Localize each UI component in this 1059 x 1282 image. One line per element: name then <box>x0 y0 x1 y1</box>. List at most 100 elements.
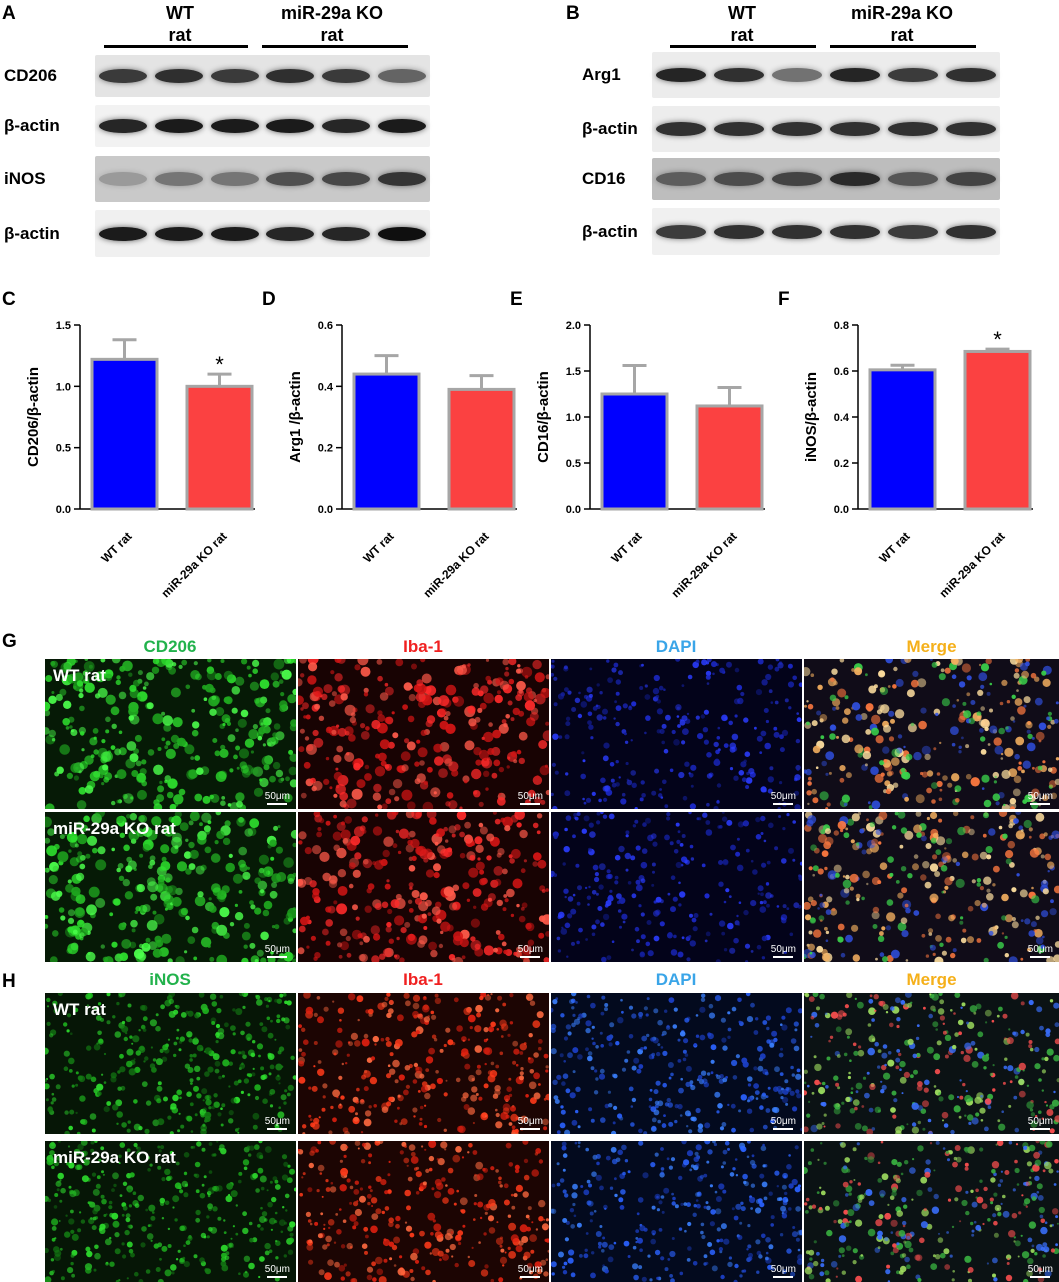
scale-bar-label: 50μm <box>1028 944 1053 955</box>
scale-bar-label: 50μm <box>518 791 543 802</box>
scale-bar-label: 50μm <box>771 1116 796 1127</box>
scale-bar-label: 50μm <box>1028 791 1053 802</box>
blot-label: β-actin <box>4 225 60 242</box>
blot-label: β-actin <box>582 223 638 240</box>
y-tick-label: 0.6 <box>318 320 333 332</box>
blot-band <box>322 227 370 241</box>
scale-bar: 50μm <box>265 792 290 805</box>
blot-band <box>714 225 764 239</box>
channel-label-iba1: Iba-1 <box>298 971 548 988</box>
scale-bar: 50μm <box>1028 1117 1053 1130</box>
scale-bar-line <box>520 956 540 958</box>
panel-label-b: B <box>566 4 580 23</box>
scale-bar: 50μm <box>1028 945 1053 958</box>
y-tick-label: 1.0 <box>56 381 71 393</box>
y-tick-label: 0.2 <box>834 458 849 470</box>
scale-bar: 50μm <box>1028 1265 1053 1278</box>
blot-band <box>378 69 426 83</box>
row-label-wt: WT rat <box>53 1001 106 1018</box>
micrograph-channel1-wt: WT rat 50μm <box>45 993 296 1134</box>
blot-band <box>155 172 203 186</box>
scale-bar-line <box>267 1276 287 1278</box>
blot-band <box>656 225 706 239</box>
scale-bar: 50μm <box>265 945 290 958</box>
group-label-ko-b: miR-29a KO rat <box>822 2 982 46</box>
blot-band <box>99 69 147 83</box>
blot-band <box>378 119 426 133</box>
blot-band <box>888 122 938 136</box>
blot-band <box>714 122 764 136</box>
group-label-line: WT <box>672 2 812 24</box>
micrograph-iba1-wt: 50μm <box>298 659 549 809</box>
scale-bar-label: 50μm <box>518 944 543 955</box>
y-axis-label: CD16/β-actin <box>535 371 552 463</box>
micrograph-iba1-wt: 50μm <box>298 993 549 1134</box>
scale-bar-label: 50μm <box>518 1264 543 1275</box>
blot-band <box>830 122 880 136</box>
scale-bar-line <box>267 803 287 805</box>
y-axis-label: iNOS/β-actin <box>803 372 820 462</box>
scale-bar-line <box>1030 956 1050 958</box>
scale-bar-line <box>267 1128 287 1130</box>
scale-bar-label: 50μm <box>771 1264 796 1275</box>
x-tick-label: WT rat <box>98 529 134 565</box>
scale-bar-label: 50μm <box>518 1116 543 1127</box>
blot-label: Arg1 <box>582 66 621 83</box>
scale-bar-line <box>520 803 540 805</box>
blot-band <box>888 225 938 239</box>
y-tick-label: 0.4 <box>318 381 334 393</box>
blot-band <box>266 227 314 241</box>
channel-label-cd206: CD206 <box>45 638 295 655</box>
blot-band <box>830 68 880 82</box>
blot-band <box>99 119 147 133</box>
scale-bar-label: 50μm <box>265 944 290 955</box>
scale-bar-label: 50μm <box>771 791 796 802</box>
blot-band <box>946 225 996 239</box>
scale-bar-line <box>773 1128 793 1130</box>
blot-band <box>772 225 822 239</box>
group-label-line: rat <box>822 24 982 46</box>
bar-wt <box>870 370 935 509</box>
blot-band <box>714 68 764 82</box>
group-label-line: miR-29a KO <box>252 2 412 24</box>
scale-bar: 50μm <box>265 1265 290 1278</box>
panel-label-h: H <box>2 972 16 991</box>
bar-ko <box>965 351 1030 509</box>
micrograph-iba1-ko: 50μm <box>298 812 549 962</box>
x-tick-label: WT rat <box>608 529 644 565</box>
y-tick-label: 0.0 <box>318 504 333 516</box>
scale-bar-label: 50μm <box>265 1264 290 1275</box>
bar-wt <box>602 394 667 509</box>
blot-label: CD206 <box>4 67 57 84</box>
scale-bar: 50μm <box>518 945 543 958</box>
blot-band <box>322 119 370 133</box>
scale-bar-line <box>773 956 793 958</box>
group-label-line: miR-29a KO <box>822 2 982 24</box>
scale-bar-line <box>773 1276 793 1278</box>
y-tick-label: 0.8 <box>834 320 849 332</box>
scale-bar-label: 50μm <box>1028 1264 1053 1275</box>
x-tick-label: miR-29a KO rat <box>936 529 1007 600</box>
scale-bar: 50μm <box>771 945 796 958</box>
scale-bar-label: 50μm <box>265 791 290 802</box>
group-bar <box>830 45 976 48</box>
blot-band <box>656 122 706 136</box>
group-bar <box>670 45 816 48</box>
scale-bar: 50μm <box>265 1117 290 1130</box>
y-tick-label: 0.5 <box>56 443 71 455</box>
blot-band <box>322 69 370 83</box>
scale-bar-label: 50μm <box>1028 1116 1053 1127</box>
blot-band <box>155 69 203 83</box>
micrograph-merge-wt: 50μm <box>804 659 1059 809</box>
y-tick-label: 2.0 <box>566 320 581 332</box>
group-label-line: rat <box>672 24 812 46</box>
blot-band <box>888 172 938 186</box>
scale-bar: 50μm <box>1028 792 1053 805</box>
y-tick-label: 1.0 <box>566 412 581 424</box>
scale-bar-line <box>773 803 793 805</box>
panel-label-g: G <box>2 632 17 651</box>
micrograph-merge-ko: 50μm <box>804 812 1059 962</box>
